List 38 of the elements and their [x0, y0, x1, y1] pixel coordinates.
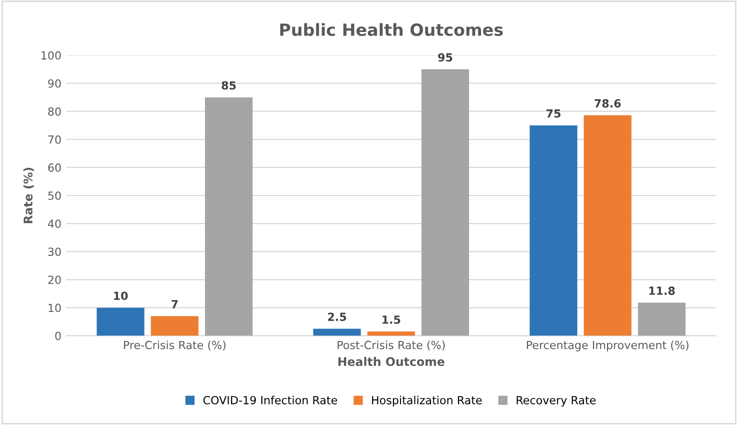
- data-label: 78.6: [594, 99, 621, 108]
- bar: [530, 125, 578, 336]
- data-label: 7: [172, 300, 178, 308]
- x-axis-title: Health Outcome: [338, 356, 444, 366]
- bar: [584, 115, 632, 336]
- y-tick-label: 0: [55, 332, 61, 340]
- data-label: 2.5: [328, 312, 346, 322]
- bar: [638, 302, 686, 336]
- y-tick-label: 60: [48, 163, 61, 172]
- y-axis-title: Rate (%): [23, 168, 34, 224]
- bar: [150, 316, 198, 336]
- x-tick-label: Pre-Crisis Rate (%): [124, 340, 226, 351]
- bar: [421, 69, 470, 336]
- y-tick-label: 70: [48, 135, 61, 144]
- x-tick-label: Post-Crisis Rate (%): [338, 340, 445, 351]
- bar: [204, 97, 253, 336]
- y-tick-label: 10: [48, 304, 61, 312]
- y-tick-label: 20: [48, 276, 61, 284]
- bar: [96, 308, 144, 336]
- data-label: 75: [546, 109, 560, 118]
- y-tick-label: 40: [48, 220, 61, 228]
- data-label: 1.5: [382, 316, 400, 324]
- bar: [313, 328, 361, 336]
- legend-label: COVID-19 Infection Rate: [203, 396, 338, 404]
- legend-label: Recovery Rate: [516, 396, 596, 406]
- y-tick-label: 80: [48, 107, 61, 116]
- chart-title: Public Health Outcomes: [280, 23, 503, 36]
- data-label: 11.8: [649, 286, 675, 295]
- y-tick-label: 100: [42, 51, 61, 60]
- data-label: 95: [438, 53, 452, 62]
- legend-label: Hospitalization Rate: [372, 396, 482, 406]
- bar: [367, 332, 415, 336]
- y-tick-label: 50: [48, 191, 61, 200]
- data-label: 10: [114, 292, 128, 300]
- data-label: 85: [222, 81, 236, 90]
- x-tick-label: Percentage Improvement (%): [526, 340, 688, 352]
- y-tick-label: 90: [48, 79, 61, 88]
- y-tick-label: 30: [48, 248, 61, 256]
